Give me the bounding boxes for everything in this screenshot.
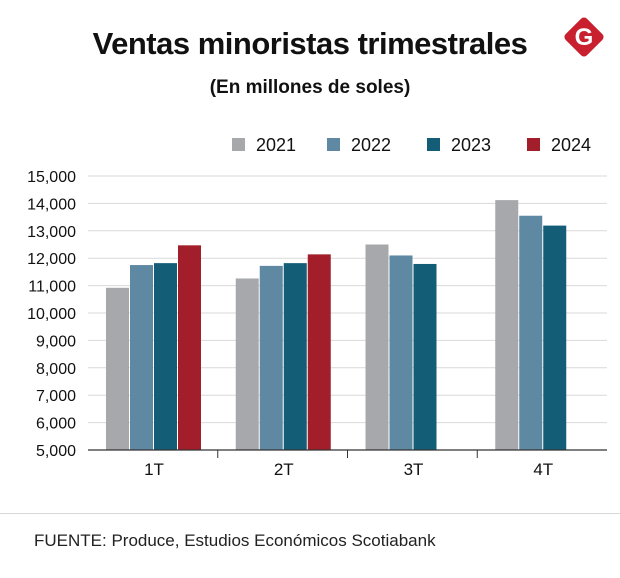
y-tick-label: 12,000 [27, 251, 76, 268]
y-tick-label: 8,000 [36, 361, 76, 378]
bar-2024-1T [178, 245, 201, 450]
x-axis: 1T 2T 3T 4T [88, 449, 607, 479]
bar-2021-3T [365, 244, 389, 450]
logo-letter: G [575, 24, 594, 51]
x-tick-label: 4T [533, 460, 553, 479]
bar-2023-4T [543, 225, 567, 450]
bar-2022-2T [259, 265, 283, 450]
chart-title: Ventas minoristas trimestrales [92, 26, 528, 61]
bar-2023-3T [413, 263, 437, 450]
y-tick-label: 6,000 [36, 416, 76, 433]
bars [106, 200, 567, 450]
bar-2023-2T [283, 263, 307, 450]
legend-swatch-2021 [232, 138, 245, 151]
y-axis: 5,000 6,000 7,000 8,000 9,000 10,000 11,000 12,… [27, 169, 76, 460]
legend-label-2022: 2022 [351, 135, 391, 155]
y-tick-label: 15,000 [27, 169, 76, 186]
bar-2021-2T [235, 278, 259, 450]
source-note: FUENTE: Produce, Estudios Económicos Sco… [34, 531, 436, 550]
bar-2022-1T [130, 265, 153, 450]
y-tick-label: 11,000 [28, 279, 76, 296]
legend-swatch-2023 [427, 138, 440, 151]
divider [0, 513, 620, 514]
y-tick-label: 13,000 [27, 224, 76, 241]
x-tick-label: 3T [404, 460, 424, 479]
legend-label-2023: 2023 [451, 135, 491, 155]
bar-2022-3T [389, 255, 413, 450]
x-tick-label: 1T [144, 460, 164, 479]
legend: 2021 2022 2023 2024 [232, 135, 591, 155]
y-tick-label: 9,000 [36, 333, 76, 350]
legend-label-2024: 2024 [551, 135, 591, 155]
y-tick-label: 7,000 [36, 388, 76, 405]
legend-swatch-2024 [527, 138, 540, 151]
chart-subtitle: (En millones de soles) [209, 77, 411, 98]
bar-2024-2T [307, 254, 331, 450]
logo-diamond [564, 17, 604, 57]
legend-label-2021: 2021 [256, 135, 296, 155]
x-tick-label: 2T [274, 460, 294, 479]
legend-swatch-2022 [327, 138, 340, 151]
bar-2022-4T [519, 215, 543, 450]
y-tick-label: 5,000 [36, 443, 76, 460]
y-tick-label: 14,000 [27, 196, 76, 213]
bar-2021-1T [106, 287, 129, 450]
y-tick-label: 10,000 [27, 306, 76, 323]
bar-2021-4T [495, 200, 519, 450]
gestion-logo-icon: G [564, 17, 604, 57]
bar-chart: 2021 2022 2023 2024 5,000 6,000 7,000 8,000 9,0… [27, 135, 607, 479]
bar-2023-1T [154, 263, 177, 450]
